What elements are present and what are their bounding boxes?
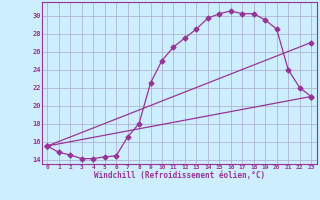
X-axis label: Windchill (Refroidissement éolien,°C): Windchill (Refroidissement éolien,°C): [94, 171, 265, 180]
